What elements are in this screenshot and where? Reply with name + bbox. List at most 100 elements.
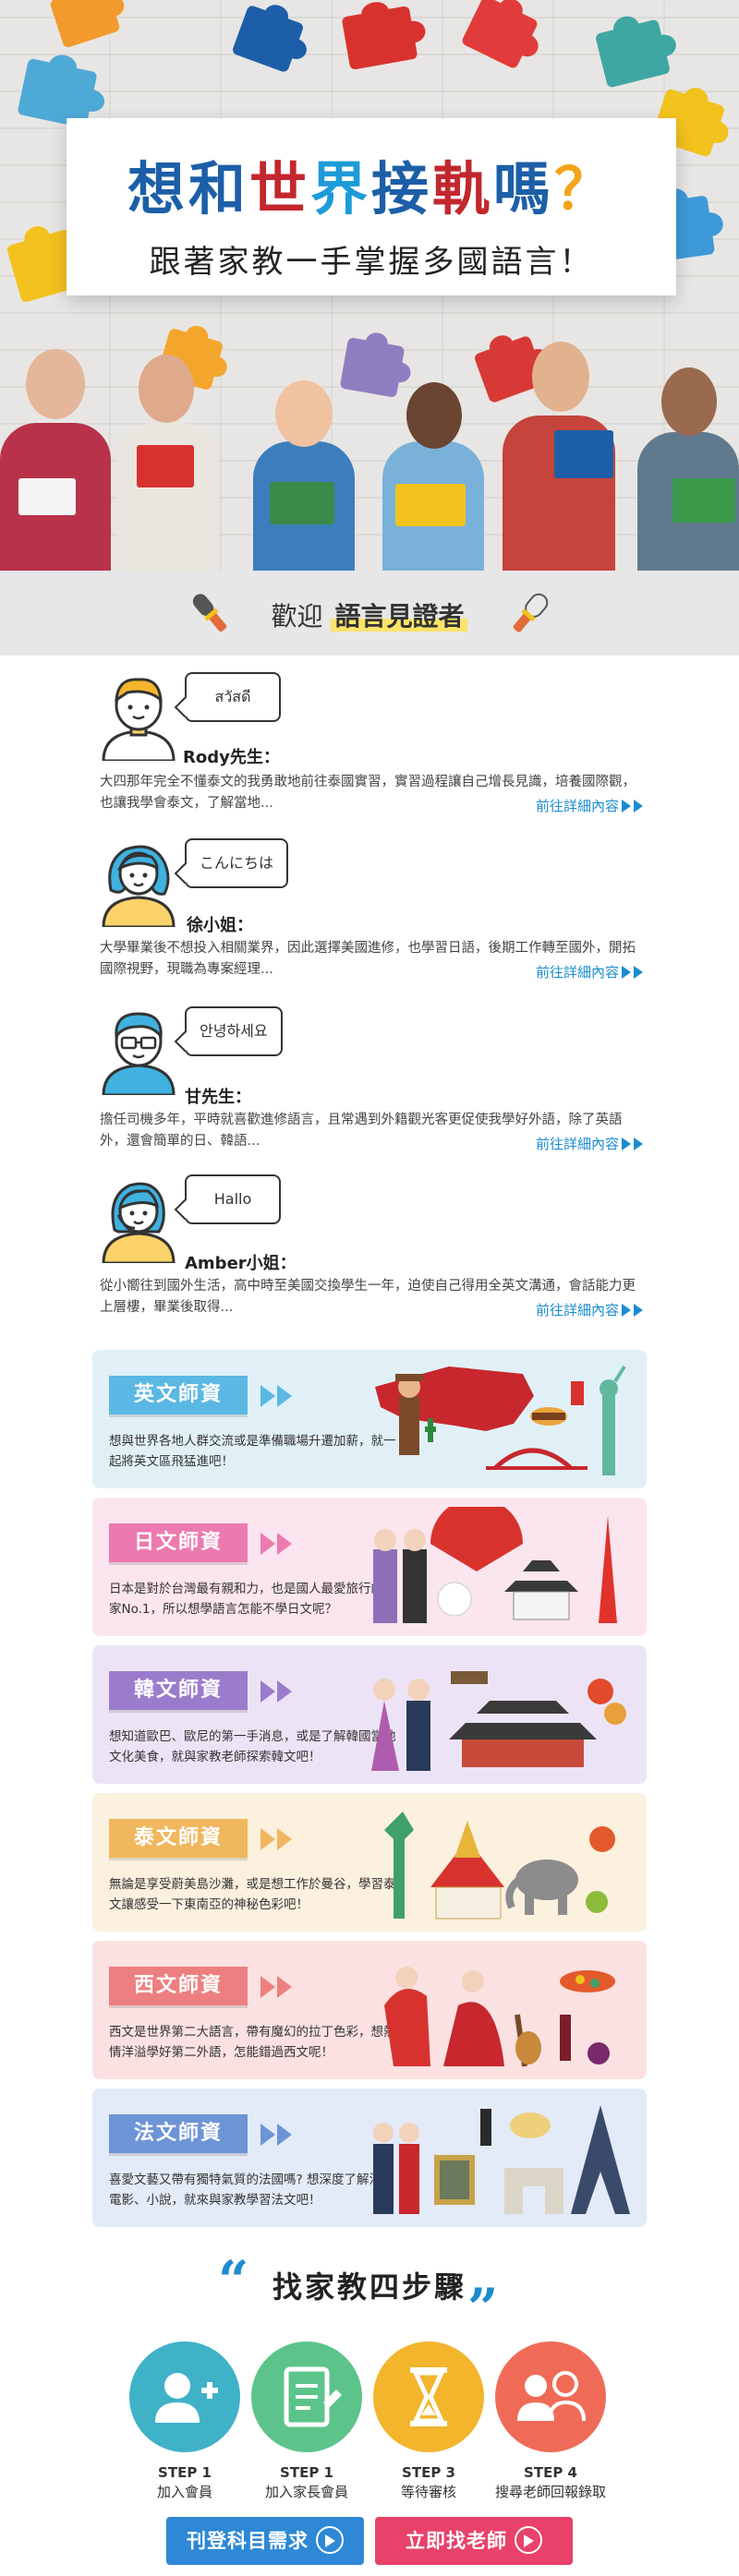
form-icon [251, 2341, 362, 2452]
testimonial-name: Rody先生： [183, 748, 280, 767]
arrow-circle-icon [316, 2526, 344, 2554]
person-illustration [377, 358, 488, 571]
testimonial-card: สวัสดี Rody先生： 大四那年完全不懂泰文的我勇敢地前往泰國實習，實習過… [96, 672, 643, 829]
testimonial-card: 안녕하세요 甘先生： 擔任司機多年，平時就喜歡進修語言，且常遇到外籍觀光客更促使… [96, 1006, 643, 1163]
hero-people-photo [0, 332, 739, 571]
welcome-text: 歡迎 語言見證者 [0, 596, 739, 633]
welcome-bar: 歡迎 語言見證者 [0, 571, 739, 656]
greeting-bubble: 안녕하세요 [185, 1006, 283, 1056]
step-item: STEP 4 搜尋老師回報錄取 [495, 2341, 606, 2502]
testimonial-name: 甘先生： [185, 1088, 251, 1107]
testimonial-name: 徐小姐： [187, 916, 253, 935]
steps-title: 找家教四步驟 [272, 2269, 466, 2305]
testimonial-text: 從小嚮往到國外生活，高中時至美國交換學生一年，迫使自己得用全英文溝通，會話能力更… [100, 1279, 636, 1315]
testimonial-card: こんにちは 徐小姐： 大學畢業後不想投入相關業界，因此選擇美國進修，也學習日語，… [96, 838, 643, 995]
greeting-bubble: สวัสดี [185, 672, 281, 722]
language-card-korean[interactable]: 韓文師資 想知道歐巴、歐尼的第一手消息，或是了解韓國當地文化美食，就與家教老師探… [92, 1645, 647, 1784]
title-char: 和 [188, 155, 249, 223]
thailand-illustration [384, 1812, 615, 1920]
language-description: 無論是享受蔚美島沙灘，或是想工作於曼谷，學習泰文讓感受一下東南亞的神秘色彩吧！ [109, 1877, 396, 1912]
step-label: STEP 4 [524, 2464, 577, 2481]
hourglass-icon [373, 2341, 484, 2452]
post-subject-button[interactable]: 刊登科目需求 [166, 2517, 364, 2565]
person-illustration [109, 340, 220, 571]
double-arrow-icon [260, 1828, 297, 1850]
avatar-woman-headset-icon [102, 1182, 176, 1263]
title-char: ？ [554, 155, 616, 223]
arrow-right-icon [622, 800, 631, 813]
step-item: STEP 3 等待審核 [373, 2341, 484, 2502]
welcome-highlight: 語言見證者 [331, 601, 468, 632]
read-more-link[interactable]: 前往詳細內容 [529, 796, 643, 815]
microphone-icon [192, 594, 227, 632]
title-char: 想 [127, 155, 188, 223]
step-label: STEP 1 [158, 2464, 212, 2481]
korea-illustration [371, 1671, 626, 1771]
language-tag: 法文師資 [109, 2114, 248, 2153]
avatar-woman-icon [102, 845, 176, 927]
read-more-link[interactable]: 前往詳細內容 [529, 1134, 643, 1153]
microphone-icon [513, 593, 549, 632]
double-arrow-icon [260, 2124, 297, 2146]
language-tag: 日文師資 [109, 1523, 248, 1562]
person-illustration [0, 340, 111, 571]
title-char: 接 [371, 155, 433, 223]
step-description: 加入家長會員 [264, 2484, 348, 2500]
avatar-man-icon [102, 678, 176, 761]
hero-banner: 想和世界接軌嗎？ 跟著家教一手掌握多國語言！ [0, 0, 739, 571]
teacher-icon [495, 2341, 606, 2452]
language-tag: 韓文師資 [109, 1671, 248, 1710]
step-description: 加入會員 [156, 2484, 212, 2500]
testimonial-text: 擔任司機多年，平時就喜歡進修語言，且常遇到外籍觀光客更促使我學好外語，除了英語外… [100, 1113, 623, 1149]
language-card-english[interactable]: 英文師資 想與世界各地人群交流或是準備職場升遷加薪，就一起將英文區飛猛進吧！ [92, 1350, 647, 1488]
arrow-right-icon [634, 1138, 643, 1150]
quote-close-icon: ” [467, 2277, 499, 2340]
language-card-french[interactable]: 法文師資 喜愛文藝又帶有獨特氣質的法國嗎? 想深度了解法國電影、小說，就來與家教… [92, 2088, 647, 2227]
language-description: 喜愛文藝又帶有獨特氣質的法國嗎? 想深度了解法國電影、小說，就來與家教學習法文吧… [109, 2173, 394, 2208]
person-illustration [248, 353, 358, 571]
title-char: 世 [248, 155, 310, 223]
language-card-spanish[interactable]: 西文師資 西文是世界第二大語言，帶有魔幻的拉丁色彩，想熱情洋溢學好第二外語，怎能… [92, 1941, 647, 2079]
double-arrow-icon [260, 1680, 297, 1703]
usa-illustration [375, 1365, 626, 1475]
testimonial-name: Amber小姐： [185, 1254, 297, 1273]
hero-subtitle: 跟著家教一手掌握多國語言！ [149, 244, 594, 281]
language-tag: 西文師資 [109, 1967, 248, 2005]
title-char: 軌 [432, 155, 494, 223]
language-description: 想與世界各地人群交流或是準備職場升遷加薪，就一起將英文區飛猛進吧！ [109, 1434, 396, 1469]
step-item: STEP 1 加入會員 [129, 2341, 240, 2502]
arrow-circle-icon [515, 2526, 542, 2554]
double-arrow-icon [260, 1533, 297, 1555]
step-label: STEP 3 [402, 2464, 455, 2481]
find-teacher-button[interactable]: 立即找老師 [375, 2517, 573, 2565]
testimonial-text: 大學畢業後不想投入相關業界，因此選擇美國進修，也學習日語，後期工作轉至國外，開拓… [100, 941, 636, 977]
person-illustration [499, 338, 619, 571]
language-tag: 英文師資 [109, 1376, 248, 1414]
testimonial-card: Hallo Amber小姐： 從小嚮往到國外生活，高中時至美國交換學生一年，迫使… [96, 1174, 643, 1331]
title-char: 界 [309, 155, 371, 223]
hero-title-card: 想和世界接軌嗎？ 跟著家教一手掌握多國語言！ [67, 118, 676, 295]
greeting-bubble: こんにちは [185, 838, 289, 888]
france-illustration [373, 2105, 630, 2214]
step-description: 搜尋老師回報錄取 [495, 2484, 607, 2500]
japan-illustration [373, 1507, 617, 1623]
arrow-right-icon [622, 966, 631, 979]
step-label: STEP 1 [280, 2464, 333, 2481]
title-char: 嗎 [493, 155, 555, 223]
spain-illustration [384, 1967, 615, 2067]
avatar-man-glasses-icon [102, 1012, 176, 1095]
language-tag: 泰文師資 [109, 1819, 248, 1858]
arrow-right-icon [634, 1304, 643, 1317]
arrow-right-icon [622, 1304, 631, 1317]
read-more-link[interactable]: 前往詳細內容 [529, 962, 643, 981]
read-more-link[interactable]: 前往詳細內容 [529, 1300, 643, 1319]
person-illustration [637, 349, 739, 571]
language-description: 想知道歐巴、歐尼的第一手消息，或是了解韓國當地文化美食，就與家教老師探索韓文吧！ [109, 1729, 396, 1764]
quote-open-icon: “ [218, 2249, 249, 2312]
language-card-japanese[interactable]: 日文師資 日本是對於台灣最有親和力，也是國人最愛旅行的國家No.1，所以想學語言… [92, 1498, 647, 1636]
double-arrow-icon [260, 1385, 297, 1407]
language-card-thai[interactable]: 泰文師資 無論是享受蔚美島沙灘，或是想工作於曼谷，學習泰文讓感受一下東南亞的神秘… [92, 1793, 647, 1932]
step-item: STEP 1 加入家長會員 [251, 2341, 362, 2502]
hero-title: 想和世界接軌嗎？ [67, 142, 676, 225]
